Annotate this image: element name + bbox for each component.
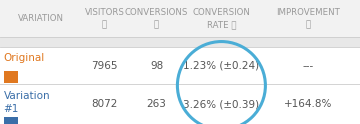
Text: 3.26% (±0.39): 3.26% (±0.39) <box>183 99 260 109</box>
Text: #1: #1 <box>4 104 19 114</box>
Text: 7965: 7965 <box>91 61 118 71</box>
Text: ---: --- <box>302 61 314 71</box>
Text: Original: Original <box>4 53 45 63</box>
Text: 8072: 8072 <box>91 99 118 109</box>
Text: VISITORS
ⓘ: VISITORS ⓘ <box>85 8 124 29</box>
FancyBboxPatch shape <box>0 0 360 37</box>
Text: 98: 98 <box>150 61 163 71</box>
Text: 1.23% (±0.24): 1.23% (±0.24) <box>183 61 260 71</box>
FancyBboxPatch shape <box>4 117 18 124</box>
Text: IMPROVEMENT
ⓘ: IMPROVEMENT ⓘ <box>276 8 340 29</box>
FancyBboxPatch shape <box>0 37 360 47</box>
Text: +164.8%: +164.8% <box>284 99 332 109</box>
FancyBboxPatch shape <box>4 71 18 83</box>
Text: CONVERSION
RATE ⓘ: CONVERSION RATE ⓘ <box>193 8 250 29</box>
Text: CONVERSIONS
ⓘ: CONVERSIONS ⓘ <box>125 8 188 29</box>
Text: Variation: Variation <box>4 91 50 101</box>
Text: 263: 263 <box>147 99 167 109</box>
Text: VARIATION: VARIATION <box>18 14 64 23</box>
